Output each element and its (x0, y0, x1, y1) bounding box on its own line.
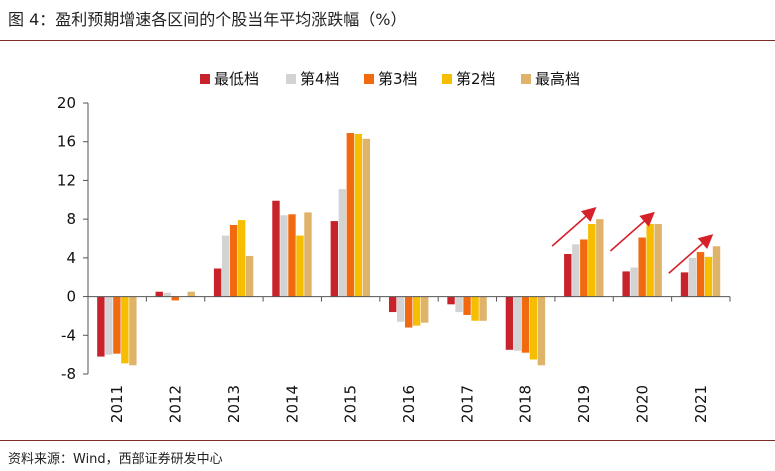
bar-2015-第4档 (338, 189, 347, 297)
bar-2017-第3档 (463, 296, 471, 315)
legend-label-1: 最低档 (214, 70, 259, 88)
bottom-rule (0, 440, 775, 441)
bar-2021-第4档 (688, 257, 697, 297)
bar-2020-第4档 (630, 267, 638, 297)
x-tick-label: 2012 (167, 385, 185, 423)
bar-2018-第3档 (521, 296, 530, 353)
bar-2018-第4档 (513, 296, 522, 351)
bar-2021-最高档 (712, 246, 721, 297)
x-tick-label: 2011 (108, 385, 126, 423)
bar-2016-第4档 (397, 296, 405, 322)
bar-2019-第3档 (580, 239, 588, 297)
legend-swatch-4 (442, 74, 452, 84)
x-tick-label: 2018 (517, 385, 535, 423)
x-tick-label: 2021 (692, 385, 710, 423)
x-tick-label: 2019 (575, 385, 593, 423)
bar-2021-第3档 (696, 252, 705, 297)
trend-arrow-2019 (551, 207, 597, 247)
bar-2017-最低档 (447, 296, 455, 305)
bar-2014-第3档 (288, 214, 296, 297)
bar-2016-第3档 (405, 296, 413, 328)
bar-2020-最低档 (622, 271, 630, 297)
bar-2011-第3档 (113, 296, 121, 354)
bar-2014-第2档 (296, 235, 304, 297)
y-tick-label: -8 (61, 365, 76, 383)
bar-2011-第4档 (105, 296, 113, 355)
x-axis: 2011 2012 2013 2014 2015 2016 2017 2018 2019 2020… (87, 296, 731, 423)
bar-2011-最高档 (129, 296, 137, 366)
y-tick-label: 12 (57, 171, 76, 189)
chart-legend: 最低档 第4档 第3档 第2档 最高档 (200, 70, 580, 88)
y-axis: -8 -4 0 4 8 12 16 20 (57, 94, 89, 383)
bar-2014-第4档 (280, 215, 288, 297)
bar-2020-第3档 (638, 237, 646, 297)
y-tick-label: 0 (66, 288, 76, 306)
legend-swatch-1 (200, 74, 210, 84)
top-rule (0, 40, 775, 41)
bar-2021-第2档 (704, 256, 713, 297)
bar-2011-最低档 (97, 296, 105, 357)
bar-2019-最低档 (564, 253, 572, 297)
trend-arrow-2021 (668, 234, 714, 274)
bar-2018-第2档 (529, 296, 538, 360)
bar-2019-第4档 (572, 244, 580, 297)
legend-label-2: 第4档 (300, 70, 340, 88)
bar-2013-最高档 (245, 255, 254, 297)
y-tick-label: -4 (61, 326, 76, 344)
legend-swatch-5 (521, 74, 531, 84)
bar-2014-最低档 (272, 200, 280, 297)
bar-2017-第4档 (455, 296, 463, 313)
bar-2019-最高档 (596, 219, 604, 297)
x-tick-label: 2017 (458, 385, 476, 423)
bar-2016-最低档 (389, 296, 397, 313)
y-tick-label: 4 (66, 249, 76, 267)
bar-2012-第4档 (163, 292, 171, 297)
x-tick-label: 2015 (342, 385, 360, 423)
bar-2011-第2档 (121, 296, 129, 364)
bar-2012-第3档 (171, 296, 179, 301)
x-tick-label: 2013 (225, 385, 243, 423)
bar-2018-最低档 (505, 296, 514, 350)
bar-2016-最高档 (421, 296, 429, 323)
bar-2013-第3档 (229, 224, 238, 297)
bar-2021-最低档 (680, 272, 689, 297)
bar-2012-最低档 (155, 291, 163, 297)
bar-2014-最高档 (304, 212, 312, 297)
bar-2019-第2档 (588, 223, 596, 297)
legend-swatch-2 (286, 74, 296, 84)
bar-2015-最高档 (362, 138, 371, 297)
bar-2020-最高档 (654, 223, 662, 297)
trend-arrow-2020 (609, 211, 655, 252)
trend-arrows (551, 207, 714, 274)
figure-title: 图 4：盈利预期增速各区间的个股当年平均涨跌幅（%） (8, 10, 407, 29)
y-tick-label: 16 (57, 133, 76, 151)
legend-label-4: 第2档 (456, 70, 496, 88)
legend-label-5: 最高档 (535, 70, 580, 88)
x-tick-label: 2020 (633, 385, 651, 423)
bar-2013-最低档 (213, 268, 222, 297)
source-note: 资料来源：Wind，西部证券研发中心 (8, 452, 223, 467)
bar-2017-第2档 (471, 296, 479, 321)
legend-label-3: 第3档 (378, 70, 418, 88)
bar-2012-最高档 (187, 291, 195, 297)
bar-2015-第2档 (354, 133, 363, 297)
x-tick-label: 2014 (283, 385, 301, 423)
bar-groups (97, 133, 721, 366)
legend-swatch-3 (364, 74, 374, 84)
bar-2015-最低档 (330, 221, 339, 297)
bar-2018-最高档 (537, 296, 546, 366)
bar-2016-第2档 (413, 296, 421, 326)
bar-2015-第3档 (346, 133, 355, 297)
bar-2013-第4档 (221, 235, 230, 297)
bar-2020-第2档 (646, 223, 654, 297)
y-tick-label: 20 (57, 94, 76, 112)
y-tick-label: 8 (66, 210, 76, 228)
bar-2013-第2档 (237, 220, 246, 297)
bar-2017-最高档 (479, 296, 487, 321)
x-tick-label: 2016 (400, 385, 418, 423)
